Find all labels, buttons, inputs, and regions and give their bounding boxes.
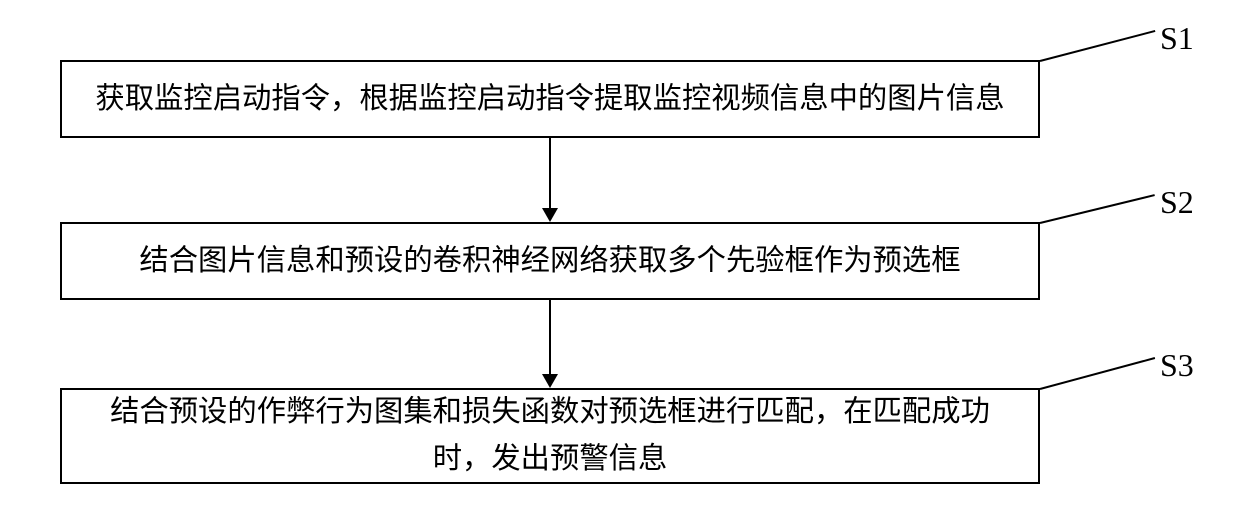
flow-step-label-s1: S1: [1160, 20, 1194, 57]
leader-line: [1040, 30, 1156, 62]
arrow-head-icon: [542, 374, 558, 388]
flow-step-label-s2: S2: [1160, 184, 1194, 221]
arrow-line: [549, 300, 551, 374]
flow-step-s3: 结合预设的作弊行为图集和损失函数对预选框进行匹配，在匹配成功时，发出预警信息: [60, 388, 1040, 484]
flow-step-text: 结合预设的作弊行为图集和损失函数对预选框进行匹配，在匹配成功时，发出预警信息: [82, 389, 1018, 483]
flow-step-s1: 获取监控启动指令，根据监控启动指令提取监控视频信息中的图片信息: [60, 60, 1040, 138]
flow-step-text: 结合图片信息和预设的卷积神经网络获取多个先验框作为预选框: [139, 238, 960, 285]
leader-line: [1040, 194, 1155, 224]
arrow-line: [549, 138, 551, 208]
flowchart-container: 获取监控启动指令，根据监控启动指令提取监控视频信息中的图片信息 S1 结合图片信息和…: [0, 0, 1240, 517]
flow-step-label-s3: S3: [1160, 347, 1194, 384]
flow-step-s2: 结合图片信息和预设的卷积神经网络获取多个先验框作为预选框: [60, 222, 1040, 300]
leader-line: [1040, 357, 1156, 390]
flow-step-text: 获取监控启动指令，根据监控启动指令提取监控视频信息中的图片信息: [95, 76, 1004, 123]
arrow-head-icon: [542, 208, 558, 222]
